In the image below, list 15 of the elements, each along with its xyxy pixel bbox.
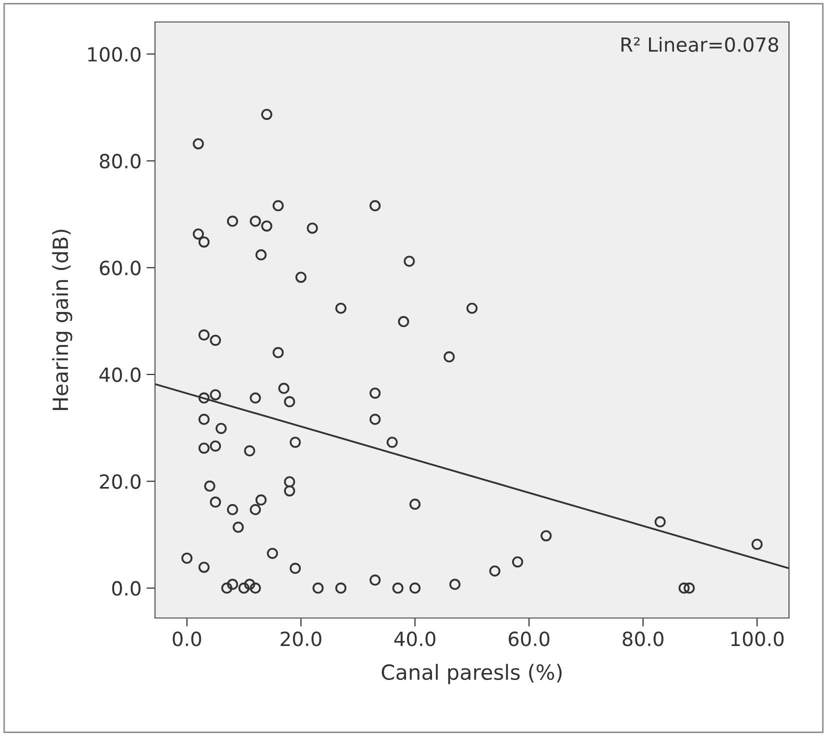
annotation: R² Linear=0.078: [622, 36, 778, 52]
x-tick-label: 100.0: [731, 632, 784, 646]
x-tick-label: 40.0: [394, 632, 436, 646]
y-tick-label: 80.0: [100, 154, 141, 169]
y-tick-label: 20.0: [100, 474, 141, 489]
x-tick-label: 20.0: [280, 632, 322, 646]
x-axis-title: Canal paresls (%): [382, 664, 562, 684]
y-tick-label: 0.0: [112, 581, 141, 596]
x-tick-label: 60.0: [508, 632, 550, 646]
y-tick-label: 40.0: [99, 367, 141, 382]
x-tick-label: 0.0: [172, 632, 202, 646]
y-tick-label: 60.0: [100, 260, 141, 276]
y-axis-title: Hearing gain (dB): [52, 230, 72, 410]
y-tick-label: 100.0: [88, 47, 141, 62]
x-tick-label: 80.0: [622, 632, 664, 646]
